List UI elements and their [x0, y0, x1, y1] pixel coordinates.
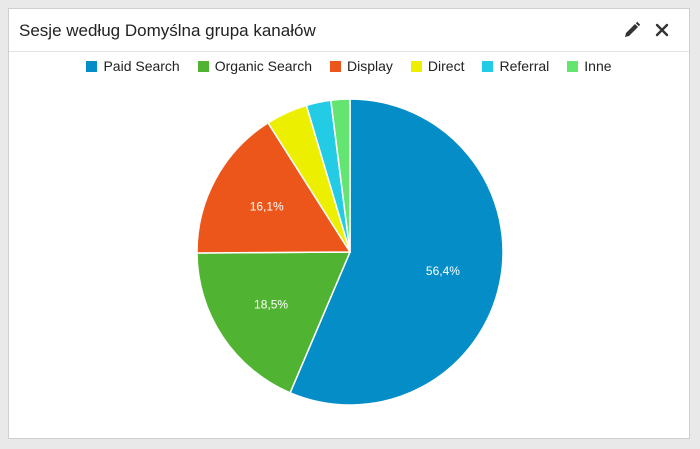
pie-slice[interactable] — [289, 98, 504, 406]
legend-label: Referral — [499, 58, 550, 74]
legend-swatch — [86, 60, 98, 72]
slice-label: 18,5% — [254, 298, 288, 312]
pencil-icon[interactable] — [621, 19, 643, 41]
widget-title: Sesje według Domyślna grupa kanałów — [19, 21, 316, 40]
legend-label: Organic Search — [214, 58, 313, 74]
pie-chart: 56,4% 18,5% 16,1% — [196, 98, 504, 406]
legend-swatch — [567, 60, 579, 72]
legend-label: Paid Search — [103, 58, 180, 74]
legend-label: Inne — [584, 58, 612, 74]
chart-widget: Sesje według Domyślna grupa kanałów Paid… — [8, 8, 690, 439]
slice-label: 56,4% — [426, 264, 460, 278]
pie-slice[interactable] — [196, 121, 352, 254]
legend-item[interactable]: Referral — [482, 58, 549, 74]
legend-swatch — [482, 60, 494, 72]
legend-item[interactable]: Display — [330, 58, 393, 74]
chart-legend: Paid Search Organic Search Display Direct Re… — [9, 58, 689, 74]
legend-item[interactable]: Organic Search — [197, 58, 313, 74]
legend-item[interactable]: Inne — [567, 58, 612, 74]
legend-swatch — [330, 60, 342, 72]
close-icon[interactable] — [651, 19, 673, 41]
legend-item[interactable]: Paid Search — [86, 58, 180, 74]
legend-swatch — [197, 60, 209, 72]
legend-label: Display — [347, 58, 393, 74]
legend-item[interactable]: Direct — [410, 58, 465, 74]
pie-slice[interactable] — [196, 251, 352, 394]
slice-label: 16,1% — [250, 200, 284, 214]
widget-header: Sesje według Domyślna grupa kanałów — [9, 9, 689, 52]
legend-label: Direct — [427, 58, 465, 74]
legend-swatch — [410, 60, 422, 72]
pie-slice[interactable] — [329, 98, 351, 253]
